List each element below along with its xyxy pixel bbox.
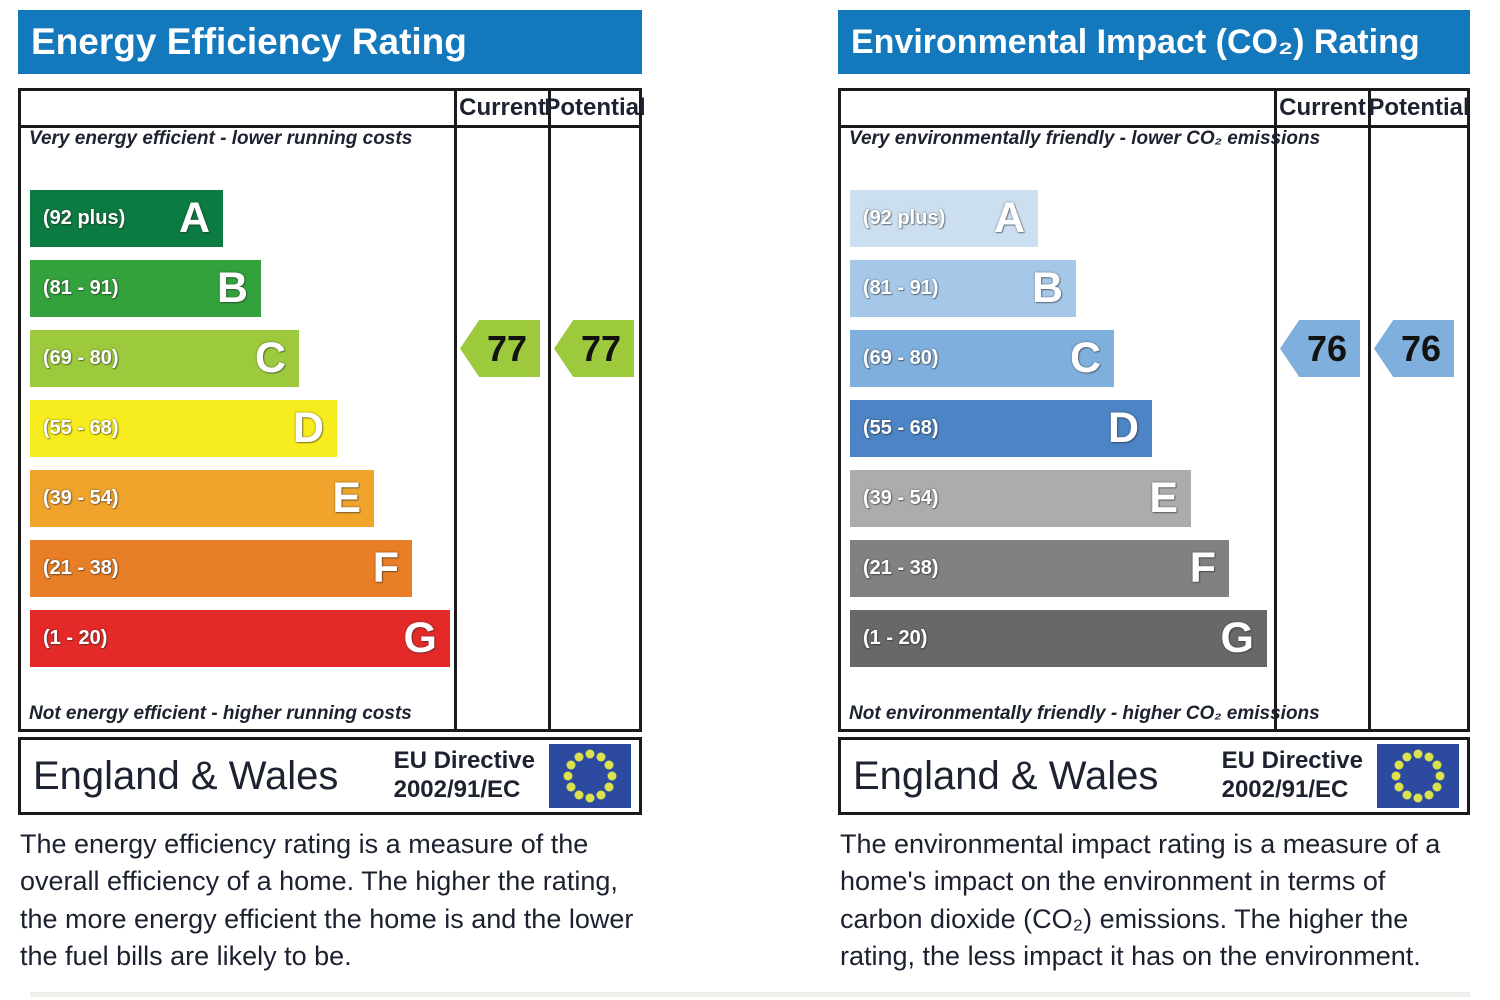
eu-directive-line1: EU Directive [393, 747, 535, 775]
band-range: (21 - 38) [863, 557, 939, 579]
band-letter: D [1107, 404, 1139, 452]
current-rating-arrow: 77 [460, 320, 540, 377]
current-column-header: Current [459, 94, 546, 121]
panel-title-text: Energy Efficiency Rating [31, 21, 467, 62]
environmental-impact-panel: Environmental Impact (CO₂) Rating Curren… [838, 0, 1470, 1000]
band-letter: G [403, 614, 437, 662]
eu-directive-label: EU Directive 2002/91/EC [1222, 747, 1363, 805]
band-b: (81 - 91) B [30, 260, 261, 317]
bottom-note: Not environmentally friendly - higher CO… [849, 703, 1320, 724]
environmental-impact-title: Environmental Impact (CO₂) Rating [838, 10, 1470, 74]
band-f: (21 - 38) F [850, 540, 1229, 597]
band-letter: D [292, 404, 324, 452]
column-divider [548, 91, 551, 729]
band-b: (81 - 91) B [850, 260, 1076, 317]
top-note: Very environmentally friendly - lower CO… [849, 128, 1321, 149]
potential-rating-arrow: 77 [554, 320, 634, 377]
energy-efficiency-chart: Current Potential Very energy efficient … [18, 88, 646, 732]
column-divider [1274, 91, 1277, 729]
environmental-impact-description: The environmental impact rating is a mea… [840, 829, 1441, 971]
band-letter: E [332, 474, 361, 522]
band-letter: F [372, 544, 399, 592]
band-letter: B [1031, 264, 1063, 312]
page-bottom-divider [30, 992, 1470, 997]
potential-column-header: Potential [1368, 94, 1470, 121]
environmental-impact-footer: England & Wales EU Directive 2002/91/EC [838, 737, 1470, 815]
current-rating-arrow: 76 [1280, 320, 1360, 377]
band-letter: F [1189, 544, 1216, 592]
band-range: (69 - 80) [863, 347, 939, 369]
band-range: (92 plus) [863, 207, 946, 229]
band-range: (81 - 91) [863, 277, 939, 299]
band-range: (81 - 91) [43, 277, 119, 299]
environmental-impact-chart: Current Potential Very environmentally f… [838, 88, 1470, 732]
potential-rating-arrow: 76 [1374, 320, 1454, 377]
energy-efficiency-title: Energy Efficiency Rating [18, 10, 642, 74]
band-range: (92 plus) [43, 207, 126, 229]
band-e: (39 - 54) E [850, 470, 1191, 527]
eu-directive-line2: 2002/91/EC [1221, 776, 1349, 803]
eu-flag-icon [549, 744, 631, 808]
band-letter: A [993, 194, 1025, 242]
band-letter: E [1149, 474, 1178, 522]
column-divider [454, 91, 457, 729]
band-letter: B [216, 264, 248, 312]
band-c: (69 - 80) C [850, 330, 1114, 387]
band-range: (55 - 68) [43, 417, 119, 439]
band-a: (92 plus) A [30, 190, 223, 247]
energy-efficiency-panel: Energy Efficiency Rating Current Potenti… [18, 0, 646, 1000]
header-row-divider [841, 125, 1467, 128]
band-f: (21 - 38) F [30, 540, 412, 597]
band-d: (55 - 68) D [30, 400, 337, 457]
band-letter: A [178, 194, 210, 242]
energy-efficiency-footer: England & Wales EU Directive 2002/91/EC [18, 737, 642, 815]
header-row-divider [21, 125, 639, 128]
energy-efficiency-description: The energy efficiency rating is a measur… [20, 829, 634, 971]
potential-column-header: Potential [544, 94, 646, 121]
band-range: (55 - 68) [863, 417, 939, 439]
band-list: (92 plus) A (81 - 91) B (69 - 80) C (55 - 68) D… [841, 91, 1467, 729]
column-divider [1368, 91, 1371, 729]
band-letter: G [1220, 614, 1254, 662]
band-e: (39 - 54) E [30, 470, 374, 527]
band-g: (1 - 20) G [30, 610, 450, 667]
region-label: England & Wales [853, 753, 1159, 798]
band-g: (1 - 20) G [850, 610, 1267, 667]
band-a: (92 plus) A [850, 190, 1038, 247]
eu-directive-label: EU Directive 2002/91/EC [394, 747, 535, 805]
band-range: (1 - 20) [863, 627, 928, 649]
band-letter: C [1069, 334, 1101, 382]
band-range: (39 - 54) [863, 487, 939, 509]
top-note: Very energy efficient - lower running co… [29, 128, 413, 149]
band-c: (69 - 80) C [30, 330, 299, 387]
band-range: (1 - 20) [43, 627, 108, 649]
band-list: (92 plus) A (81 - 91) B (69 - 80) C (55 - 68) D… [21, 91, 639, 729]
band-letter: C [254, 334, 286, 382]
band-d: (55 - 68) D [850, 400, 1152, 457]
eu-flag-icon [1377, 744, 1459, 808]
current-column-header: Current [1279, 94, 1366, 121]
bottom-note: Not energy efficient - higher running co… [29, 703, 412, 724]
band-range: (21 - 38) [43, 557, 119, 579]
band-range: (69 - 80) [43, 347, 119, 369]
band-range: (39 - 54) [43, 487, 119, 509]
eu-directive-line1: EU Directive [1221, 747, 1363, 775]
region-label: England & Wales [33, 753, 339, 798]
eu-directive-line2: 2002/91/EC [393, 776, 521, 803]
panel-title-text: Environmental Impact (CO₂) Rating [851, 22, 1420, 61]
